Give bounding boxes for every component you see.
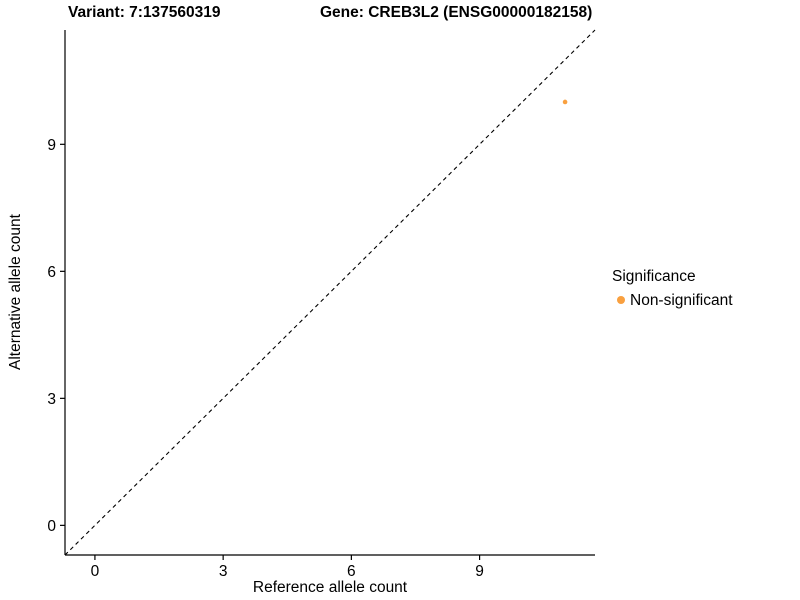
y-tick-label: 6 [47, 264, 56, 281]
x-tick-label: 3 [219, 563, 228, 580]
plot-title-variant: Variant: 7:137560319 [68, 4, 221, 21]
y-axis-title: Alternative allele count [7, 213, 24, 370]
plot-area: 0 3 6 9 0 3 6 9 [47, 29, 596, 580]
y-tick-label: 0 [47, 518, 56, 535]
y-tick-label: 9 [47, 137, 56, 154]
identity-line [64, 29, 596, 556]
legend-point-icon [617, 296, 625, 304]
x-tick-label: 9 [475, 563, 484, 580]
plot-title-gene: Gene: CREB3L2 (ENSG00000182158) [320, 4, 592, 21]
legend-label-non-significant: Non-significant [630, 292, 733, 309]
x-axis-title: Reference allele count [253, 579, 408, 596]
y-tick-label: 3 [47, 391, 56, 408]
x-tick-label: 0 [91, 563, 100, 580]
scatter-point [562, 99, 568, 105]
legend-title: Significance [612, 268, 696, 285]
x-tick-label: 6 [347, 563, 356, 580]
